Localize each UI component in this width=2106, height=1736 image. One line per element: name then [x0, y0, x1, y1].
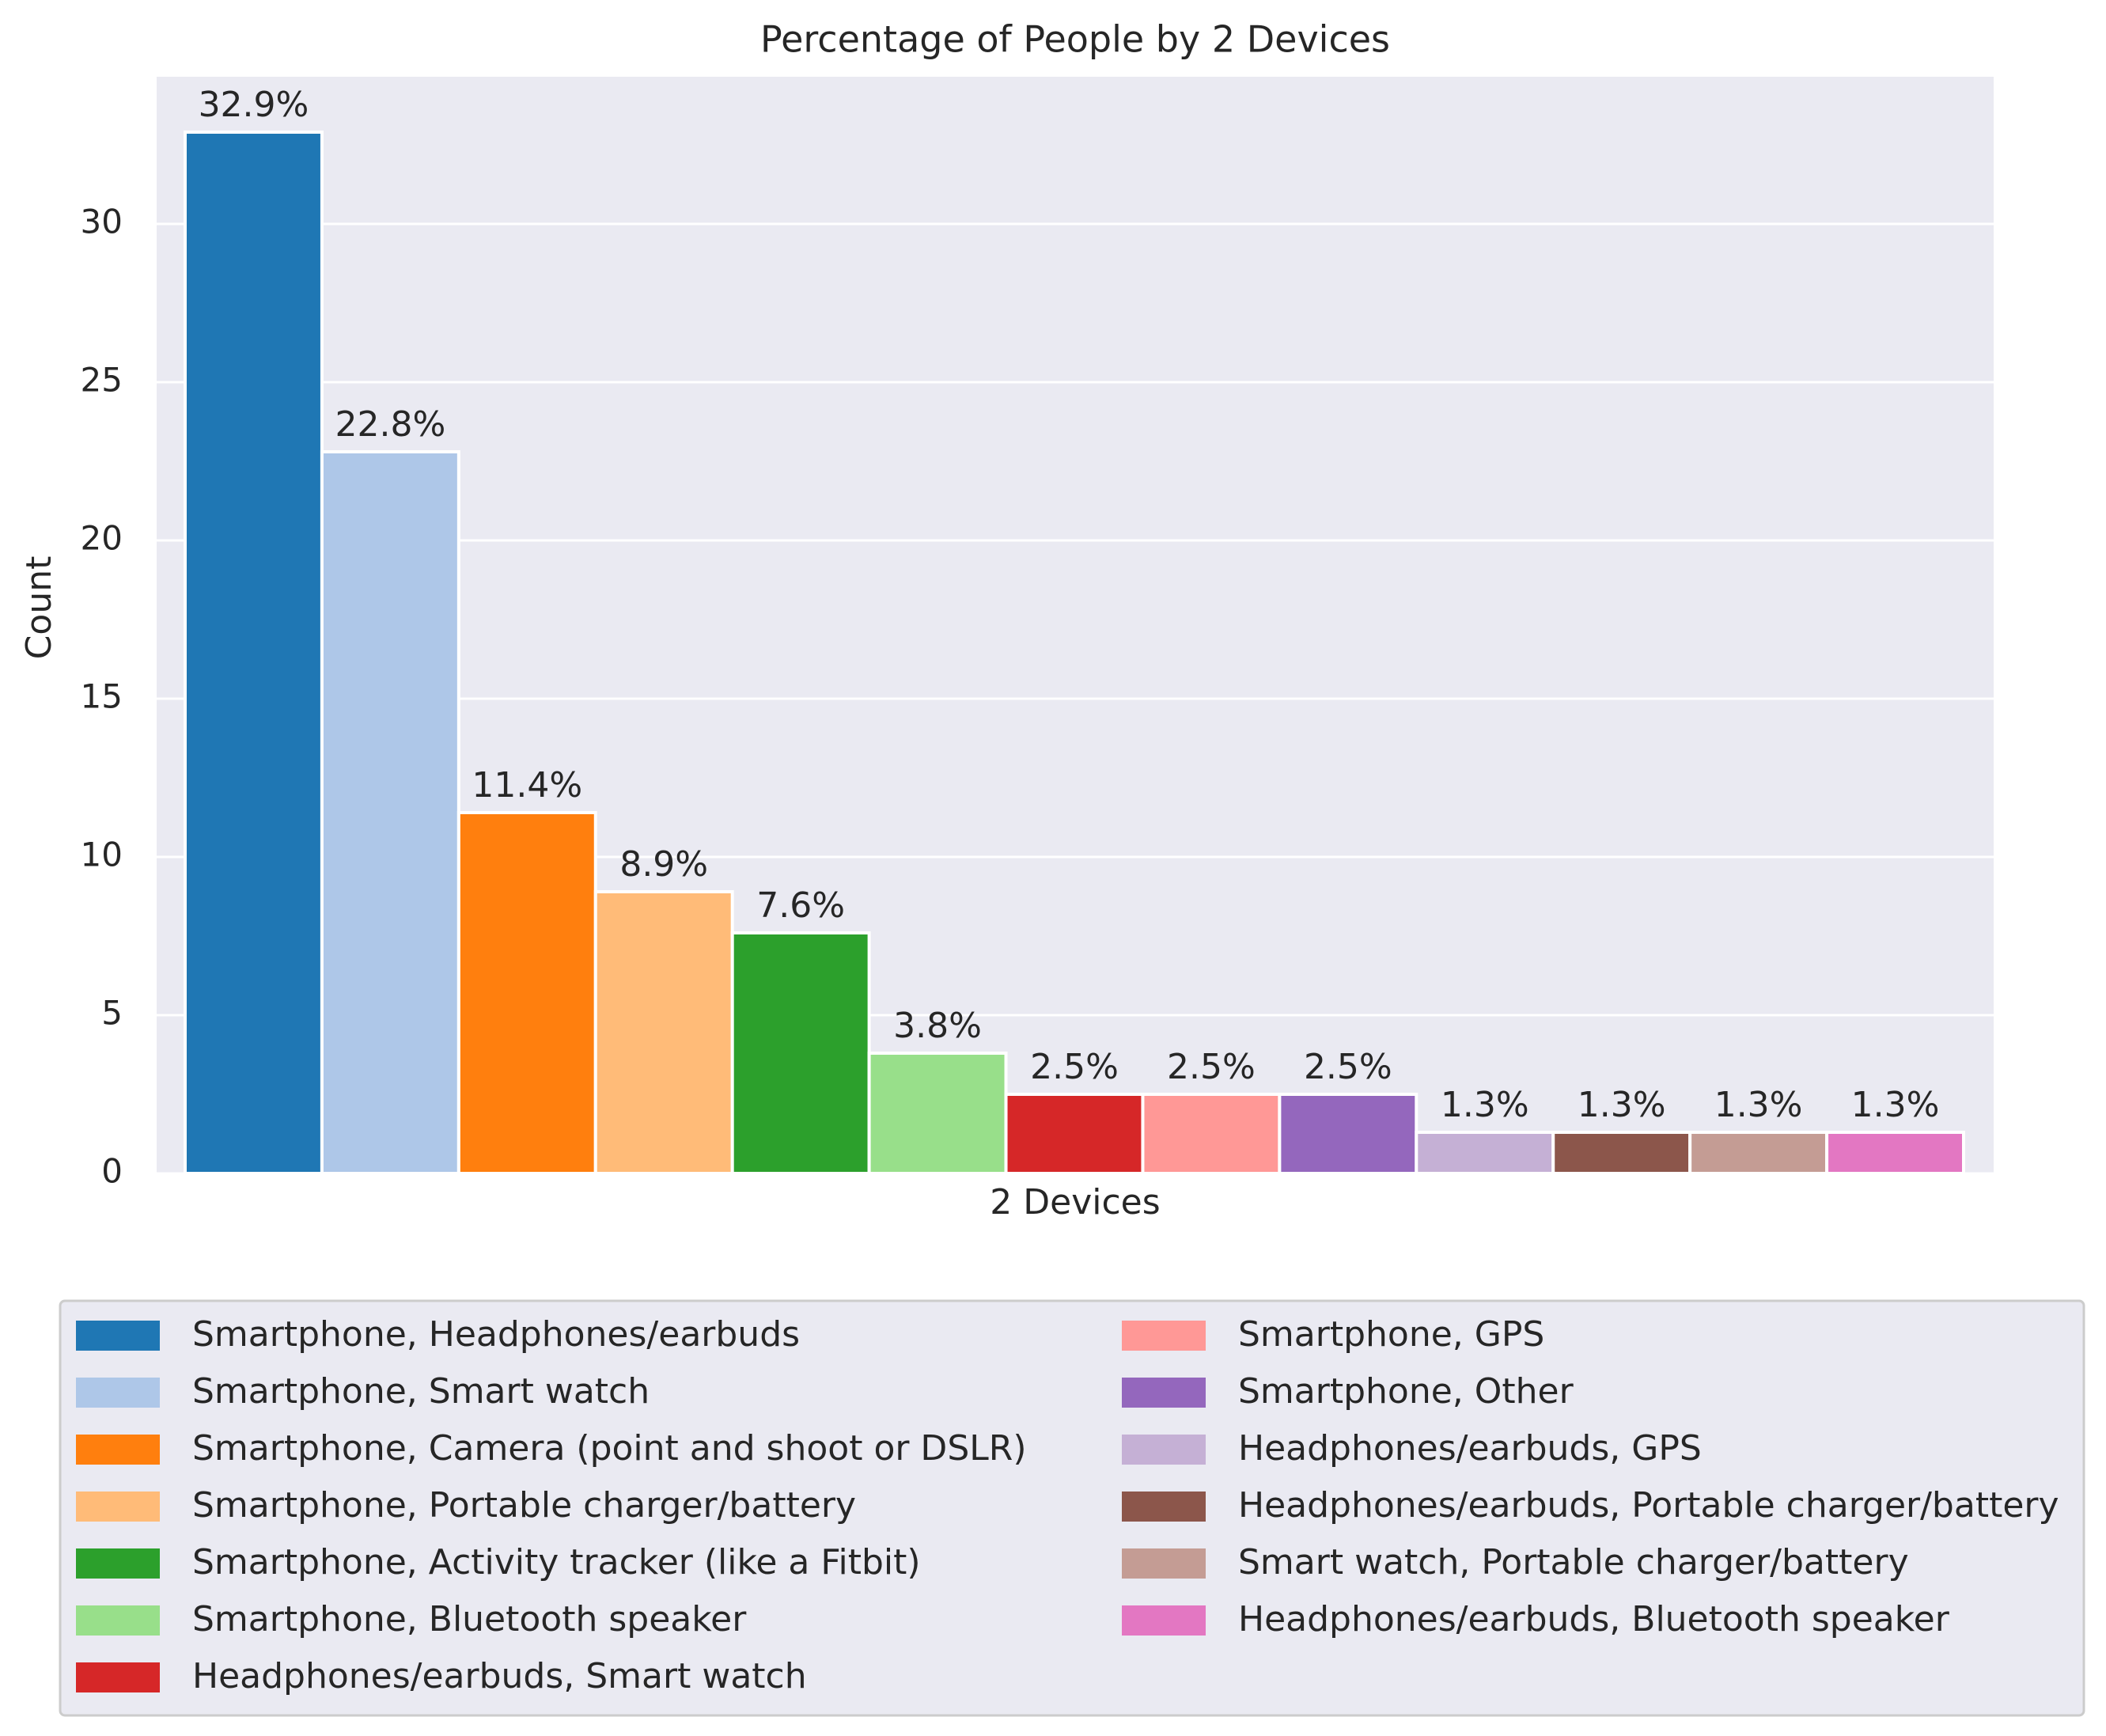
bar — [1551, 1131, 1692, 1175]
legend-swatch — [76, 1548, 160, 1579]
x-axis-label: 2 Devices — [990, 1182, 1160, 1222]
legend-swatch — [1122, 1321, 1206, 1351]
legend-swatch — [76, 1321, 160, 1351]
legend-label: Smartphone, Activity tracker (like a Fit… — [192, 1542, 921, 1582]
legend-label: Smartphone, Camera (point and shoot or D… — [192, 1428, 1027, 1469]
bar-value-label: 22.8% — [335, 404, 445, 445]
bar-value-label: 11.4% — [472, 765, 582, 805]
bar-value-label: 8.9% — [619, 844, 708, 885]
y-tick-label: 25 — [81, 361, 123, 400]
y-tick-label: 30 — [81, 203, 123, 241]
legend-label: Smartphone, Smart watch — [192, 1371, 650, 1412]
legend-label: Headphones/earbuds, Smart watch — [192, 1656, 807, 1696]
legend: Smartphone, Headphones/earbuds Smartphone… — [59, 1299, 2085, 1717]
legend-frame — [59, 1299, 2085, 1717]
legend-swatch — [1122, 1435, 1206, 1465]
legend-label: Headphones/earbuds, Bluetooth speaker — [1238, 1599, 1950, 1639]
bar-value-label: 3.8% — [893, 1006, 982, 1046]
legend-label: Smartphone, Headphones/earbuds — [192, 1314, 800, 1355]
bars — [184, 131, 1965, 1175]
legend-label: Headphones/earbuds, Portable charger/bat… — [1238, 1485, 2059, 1526]
chart-title: Percentage of People by 2 Devices — [760, 18, 1390, 61]
bar — [1141, 1093, 1282, 1175]
bar-value-label: 1.3% — [1851, 1085, 1940, 1125]
bar — [867, 1052, 1008, 1175]
legend-swatch — [1122, 1548, 1206, 1579]
legend-label: Smartphone, GPS — [1238, 1314, 1544, 1355]
legend-label: Smartphone, Bluetooth speaker — [192, 1599, 747, 1639]
bar — [184, 131, 324, 1175]
bar-value-label: 7.6% — [756, 885, 845, 926]
y-tick-label: 20 — [81, 519, 123, 558]
bar — [320, 450, 460, 1175]
bar — [1278, 1093, 1419, 1175]
legend-swatch — [76, 1378, 160, 1408]
legend-swatch — [1122, 1378, 1206, 1408]
bar-value-label: 2.5% — [1167, 1047, 1256, 1087]
legend-label: Smartphone, Other — [1238, 1371, 1574, 1412]
bar — [1415, 1131, 1555, 1175]
bar — [1004, 1093, 1145, 1175]
bar-value-label: 1.3% — [1714, 1085, 1803, 1125]
y-tick-label: 0 — [101, 1152, 123, 1191]
legend-label: Headphones/earbuds, GPS — [1238, 1428, 1702, 1469]
bar — [456, 811, 597, 1175]
legend-swatch — [1122, 1492, 1206, 1522]
bar — [593, 890, 734, 1175]
y-tick-label: 15 — [81, 677, 123, 716]
legend-label: Smart watch, Portable charger/battery — [1238, 1542, 1909, 1582]
legend-swatch — [76, 1662, 160, 1692]
bar-value-label: 2.5% — [1304, 1047, 1392, 1087]
bar — [1688, 1131, 1829, 1175]
bar-value-label: 2.5% — [1030, 1047, 1119, 1087]
bar — [730, 931, 871, 1175]
legend-swatch — [76, 1605, 160, 1636]
bar-value-label: 32.9% — [199, 85, 309, 125]
legend-swatch — [76, 1492, 160, 1522]
y-axis-ticks: 0 5 10 15 20 25 30 — [81, 203, 123, 1191]
y-axis-label: Count — [19, 556, 59, 660]
bar — [1825, 1131, 1965, 1175]
legend-swatch — [76, 1435, 160, 1465]
y-tick-label: 5 — [101, 994, 123, 1033]
legend-swatch — [1122, 1605, 1206, 1636]
bar-value-label: 1.3% — [1441, 1085, 1529, 1125]
y-tick-label: 10 — [81, 836, 123, 874]
legend-label: Smartphone, Portable charger/battery — [192, 1485, 856, 1526]
bar-value-label: 1.3% — [1578, 1085, 1666, 1125]
bar-value-labels: 32.9% 22.8% 11.4% 8.9% 7.6% 3.8% 2.5% 2.5% 2.5% 1… — [199, 85, 1940, 1125]
